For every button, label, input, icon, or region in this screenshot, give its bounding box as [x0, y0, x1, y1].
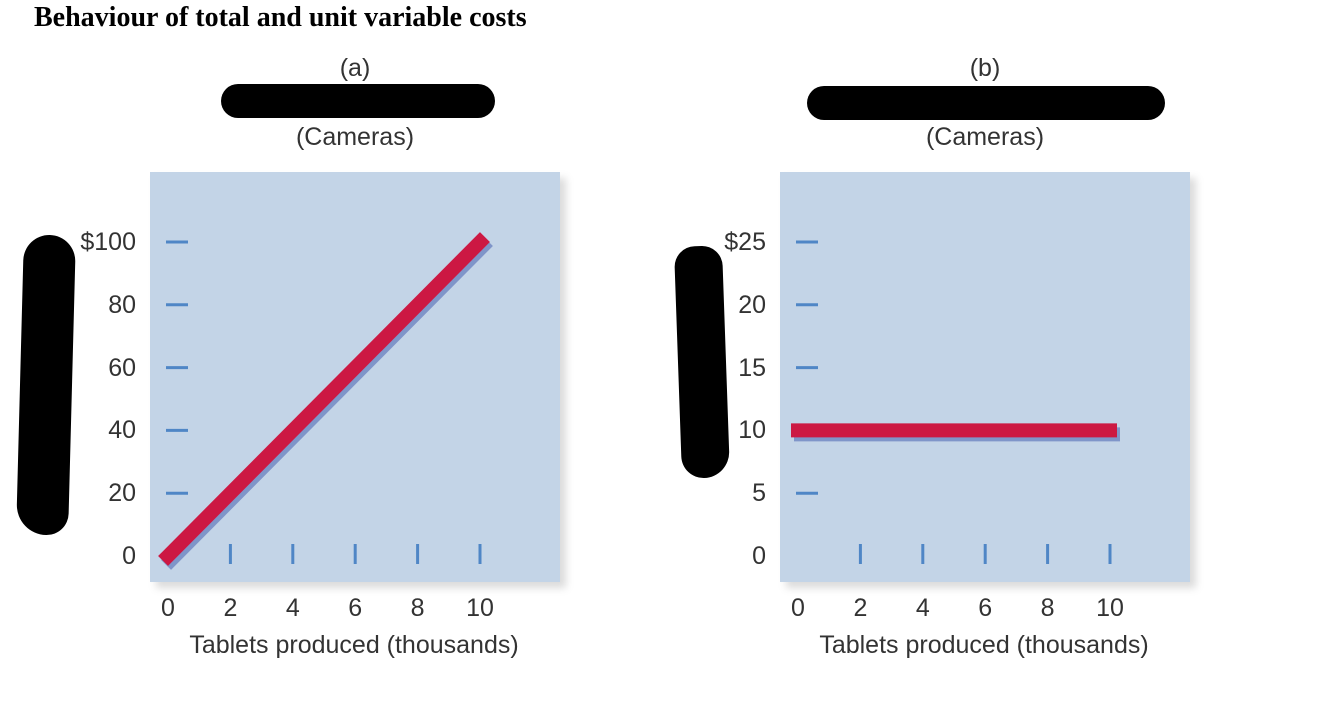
y-tick-label: 10 — [738, 416, 766, 445]
x-tick-label: 8 — [410, 594, 425, 622]
x-axis-title: Tablets produced (thousands) — [189, 631, 519, 659]
chart-svg — [791, 240, 1120, 564]
y-tick-label: $100 — [80, 228, 136, 256]
x-tick-label: 10 — [1096, 594, 1124, 622]
panel-label: (b) — [969, 54, 1001, 82]
chart-svg — [158, 232, 493, 570]
redaction-bar-title — [221, 84, 495, 118]
y-tick-label: 0 — [122, 542, 136, 570]
x-tick-label: 8 — [1040, 594, 1055, 622]
page-title: Behaviour of total and unit variable cos… — [34, 2, 527, 33]
x-tick-label: 0 — [161, 594, 175, 622]
y-tick-label: 5 — [752, 479, 766, 508]
x-tick-label: 6 — [348, 594, 363, 622]
chart-panel-b: (b) (Cameras) 0 5 10 15 20 $25 0 2 4 6 8 10 Tablets … — [630, 50, 1250, 690]
y-tick-label: 60 — [108, 353, 136, 382]
x-tick-label: 2 — [853, 594, 868, 622]
y-tick-label: 15 — [738, 353, 766, 382]
y-tick-label: $25 — [724, 228, 766, 256]
y-tick-label: 40 — [108, 416, 136, 445]
x-tick-label: 10 — [466, 594, 494, 622]
panel-subtitle: (Cameras) — [925, 123, 1045, 151]
panel-label: (a) — [339, 54, 371, 82]
y-tick-label: 20 — [738, 290, 766, 319]
x-tick-label: 4 — [285, 594, 300, 622]
x-tick-label: 2 — [223, 594, 238, 622]
redaction-bar-title — [807, 86, 1165, 120]
chart-panel-a: (a) (Cameras) 0 20 40 60 80 $100 0 2 4 6 8 10 Tablet… — [0, 50, 620, 690]
series-line — [158, 232, 490, 566]
x-axis-title: Tablets produced (thousands) — [819, 631, 1149, 659]
x-tick-label: 6 — [978, 594, 993, 622]
y-tick-label: 80 — [108, 290, 136, 319]
x-tick-label: 4 — [915, 594, 930, 622]
y-tick-label: 0 — [752, 542, 766, 570]
plot-area — [780, 172, 1190, 582]
y-tick-label: 20 — [108, 479, 136, 508]
panel-subtitle: (Cameras) — [295, 123, 415, 151]
x-tick-label: 0 — [791, 594, 805, 622]
